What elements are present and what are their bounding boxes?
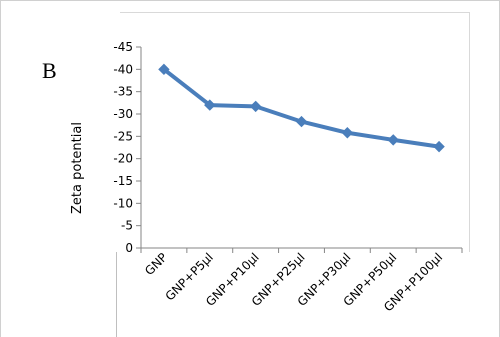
y-tick-label: -30 [113, 107, 133, 121]
y-tick-label: 0 [125, 241, 133, 255]
y-axis-label: Zeta potential [70, 122, 85, 214]
y-tick-label: -40 [113, 62, 133, 76]
data-point [387, 134, 399, 146]
axes [136, 46, 463, 253]
panel-label: B [42, 58, 57, 83]
y-tick-label: -10 [113, 196, 133, 210]
y-tick-label: -15 [113, 174, 133, 188]
data-point [204, 99, 216, 111]
data-point [249, 100, 262, 113]
data-point [158, 63, 170, 76]
y-tick-label: -35 [113, 85, 133, 99]
data-point [295, 115, 308, 128]
y-tick-label: -45 [113, 40, 133, 54]
data-point [341, 127, 354, 139]
y-tick-label: -25 [113, 129, 133, 143]
x-tick-label: GNP [142, 250, 170, 278]
series-group [158, 63, 445, 153]
series-line [161, 67, 442, 149]
y-tick-label: -20 [113, 152, 133, 166]
y-tick-label: -5 [121, 219, 133, 233]
data-point [433, 140, 445, 153]
x-tick-labels: GNPGNP+P5µlGNP+P10µlGNP+P25µlGNP+P30µlGN… [142, 250, 445, 314]
y-tick-labels: 0 -5 -10 -15 -20 -25 -30 -35 -40 -45 [113, 40, 133, 255]
